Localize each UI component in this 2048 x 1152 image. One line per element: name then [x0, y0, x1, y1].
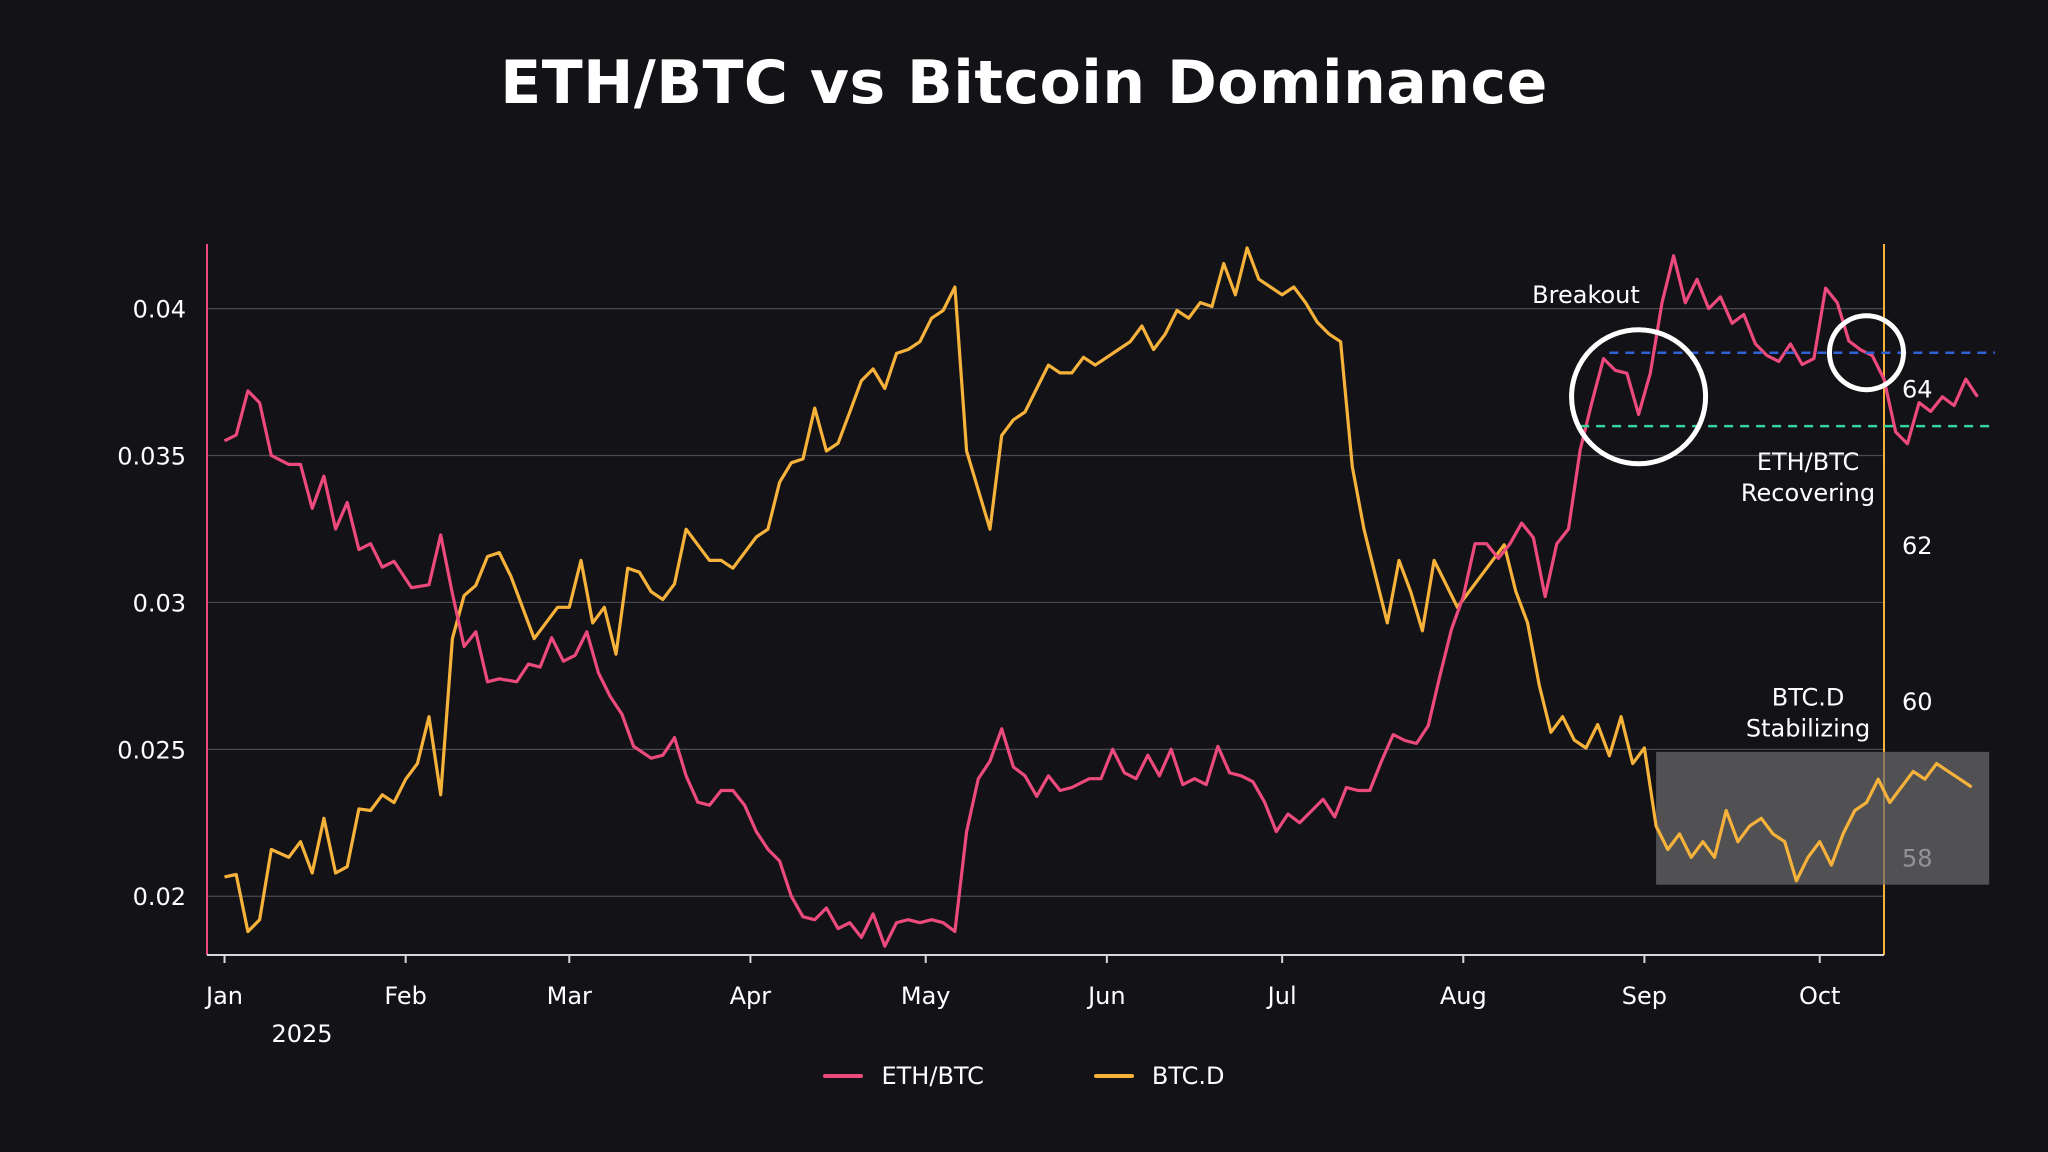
annotation-line: Breakout	[1532, 281, 1640, 309]
x-tick-label: Mar	[547, 982, 592, 1010]
y-left-tick-label: 0.02	[133, 883, 186, 911]
circle-retest	[1826, 313, 1906, 393]
legend-swatch-eth	[823, 1074, 864, 1078]
y-left-tick-label: 0.025	[117, 736, 186, 764]
x-tick-label: Sep	[1622, 982, 1667, 1010]
x-tick-label: May	[901, 982, 951, 1010]
x-tick-label: Oct	[1799, 982, 1841, 1010]
x-tick-label: Aug	[1440, 982, 1487, 1010]
legend-label-eth: ETH/BTC	[881, 1062, 984, 1090]
y-left-tick-label: 0.04	[133, 296, 186, 324]
annotation-btcd-stabilizing: BTC.D Stabilizing	[1746, 683, 1870, 742]
x-tick-label: Feb	[384, 982, 427, 1010]
y-left-tick-label: 0.035	[117, 443, 186, 471]
series-line-ethbtc	[223, 254, 1979, 948]
x-tick-label: Jul	[1266, 982, 1297, 1010]
legend-label-btc: BTC.D	[1151, 1062, 1225, 1090]
annotation-ethbtc-recovering: ETH/BTC Recovering	[1741, 448, 1875, 507]
x-tick-label: Jun	[1086, 982, 1126, 1010]
y-right-tick-label: 60	[1902, 688, 1933, 716]
x-tick-label: Jan	[204, 982, 243, 1010]
annotation-line: Stabilizing	[1746, 714, 1870, 742]
y-right-tick-label: 62	[1902, 532, 1933, 560]
legend: ETH/BTC BTC.D	[0, 1062, 2048, 1090]
legend-item-eth[interactable]: ETH/BTC	[823, 1062, 984, 1090]
annotation-line: ETH/BTC	[1757, 448, 1859, 476]
x-year-label: 2025	[271, 1020, 332, 1048]
series-line-btcd	[224, 246, 1973, 934]
annotation-line: BTC.D	[1772, 683, 1845, 711]
shaded-region-btcd	[1656, 751, 1990, 885]
circle-breakout	[1569, 327, 1709, 467]
x-tick-label: Apr	[730, 982, 772, 1010]
annotation-line: Recovering	[1741, 479, 1875, 507]
legend-item-btc[interactable]: BTC.D	[1093, 1062, 1225, 1090]
annotation-breakout: Breakout	[1532, 281, 1640, 309]
legend-swatch-btc	[1093, 1074, 1134, 1078]
page-title: ETH/BTC vs Bitcoin Dominance	[500, 48, 1548, 118]
y-left-tick-label: 0.03	[133, 589, 186, 617]
y-right-tick-label: 64	[1902, 376, 1933, 404]
